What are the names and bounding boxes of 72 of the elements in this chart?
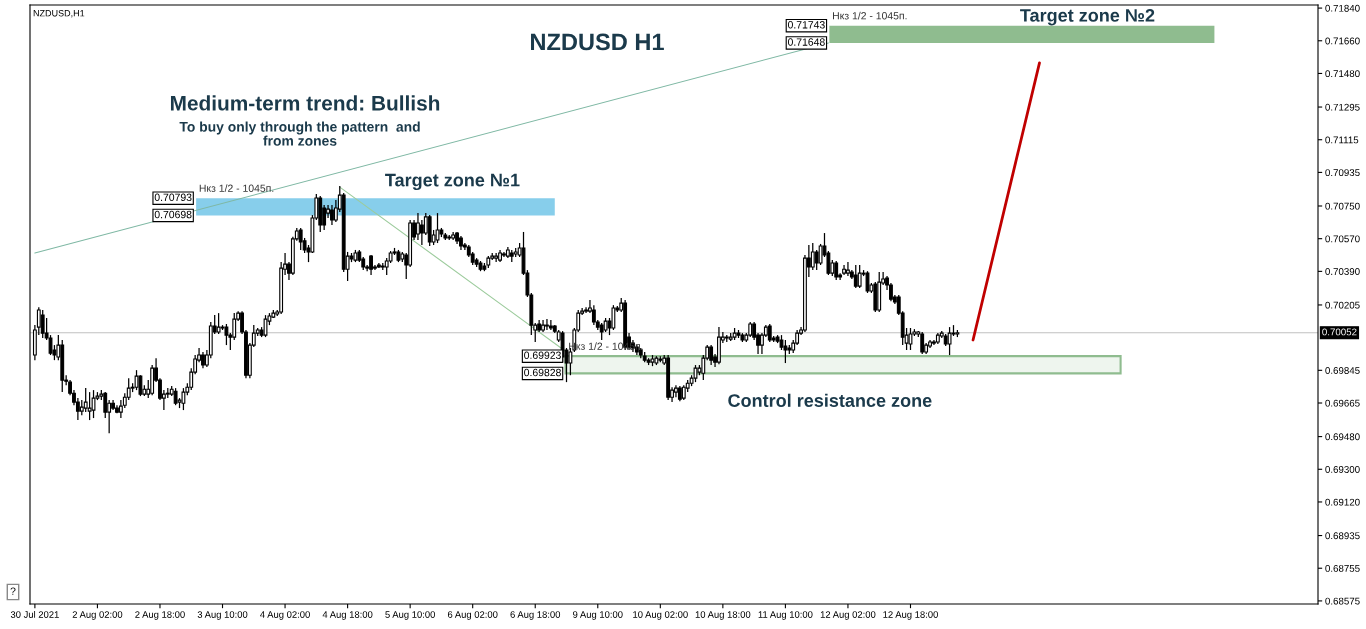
annotation: 0.71743 (787, 21, 825, 29)
x-tick-label: 4 Aug 18:00 (322, 611, 373, 620)
candlestick (87, 391, 92, 421)
text: ? (10, 587, 16, 595)
candlestick (908, 327, 913, 351)
y-tick-label: 0.69300 (1325, 466, 1360, 473)
x-tick-label: 6 Aug 02:00 (447, 611, 498, 620)
x-tick-label: 11 Aug 10:00 (758, 611, 813, 620)
y-tick-label: 0.69845 (1325, 367, 1360, 374)
y-tick-label: 0.69120 (1325, 498, 1360, 506)
band-label: Control resistance zone (728, 393, 932, 407)
annotation: To buy only through the pattern and from zones (179, 121, 420, 146)
x-tick-label: 6 Aug 18:00 (510, 611, 561, 620)
candlestick (548, 319, 553, 331)
annotation: Medium-term trend: Bullish (170, 95, 440, 111)
y-tick-label: 0.70390 (1325, 268, 1360, 275)
candlestick (416, 212, 420, 241)
ref-line-label: 0.70052 (1322, 328, 1357, 336)
y-tick-label: 0.68575 (1325, 597, 1360, 605)
y-tick-label: 0.70935 (1325, 169, 1360, 177)
x-tick-label: 2 Aug 18:00 (135, 611, 185, 620)
y-tick-label: 0.70750 (1325, 202, 1360, 210)
y-tick-label: 0.68755 (1325, 564, 1360, 572)
annotation: NZDUSD,H1 (33, 10, 85, 18)
candlestick (814, 249, 819, 271)
x-tick-label: 10 Aug 02:00 (633, 611, 688, 620)
candlestick (103, 391, 108, 419)
candlestick (419, 219, 424, 246)
y-tick-label: 0.71480 (1325, 70, 1360, 78)
y-tick-label: 0.68935 (1325, 532, 1360, 540)
y-tick-label: 0.69480 (1325, 433, 1360, 441)
y-tick-label: 0.69665 (1325, 399, 1360, 407)
y-tick-label: 0.71295 (1325, 103, 1360, 111)
y-tick-label: 0.71840 (1325, 4, 1360, 12)
x-tick-label: 5 Aug 10:00 (385, 611, 435, 620)
annotation: 0.69923 (524, 351, 561, 359)
x-tick-label: 2 Aug 02:00 (72, 611, 123, 620)
candlestick (494, 252, 499, 263)
candlestick (48, 334, 53, 356)
x-tick-label: 9 Aug 10:00 (573, 611, 623, 620)
annotation: 0.69828 (524, 368, 561, 377)
candlestick (857, 264, 862, 289)
candlestick (40, 309, 45, 339)
y-tick-label: 0.71660 (1325, 37, 1360, 45)
y-tick-label: 0.71115 (1325, 136, 1359, 144)
candlestick (435, 212, 440, 244)
y-tick-label: 0.70205 (1325, 301, 1360, 309)
x-tick-label: 10 Aug 18:00 (695, 611, 751, 620)
annotation: 0.70698 (154, 210, 192, 219)
text: NZDUSD H1 (531, 33, 664, 51)
y-tick-label: 0.70570 (1325, 235, 1360, 243)
x-tick-label: 4 Aug 02:00 (260, 611, 310, 620)
candlestick (91, 389, 96, 419)
annotation: Нкз 1/2 - 1045п. (199, 184, 274, 192)
candlestick (330, 204, 334, 226)
annotation: 0.70793 (154, 193, 192, 201)
candlestick (181, 387, 186, 411)
x-tick-label: 30 Jul 2021 (10, 610, 59, 618)
candlestick (865, 270, 870, 294)
annotation: Нкз 1/2 - 1045п. (833, 11, 907, 20)
candlestick (216, 312, 221, 335)
candlestick (591, 304, 596, 326)
candlestick (545, 318, 549, 331)
x-tick-label: 3 Aug 10:00 (197, 611, 248, 620)
band-label: Target zone №2 (1020, 8, 1155, 26)
band-label: Target zone №1 (385, 173, 520, 191)
x-tick-label: 12 Aug 18:00 (883, 611, 938, 620)
candlestick (846, 261, 850, 277)
x-tick-label: 12 Aug 02:00 (820, 611, 876, 620)
candlestick (224, 323, 229, 346)
candlestick (369, 254, 373, 276)
annotation: 0.71648 (787, 38, 825, 46)
